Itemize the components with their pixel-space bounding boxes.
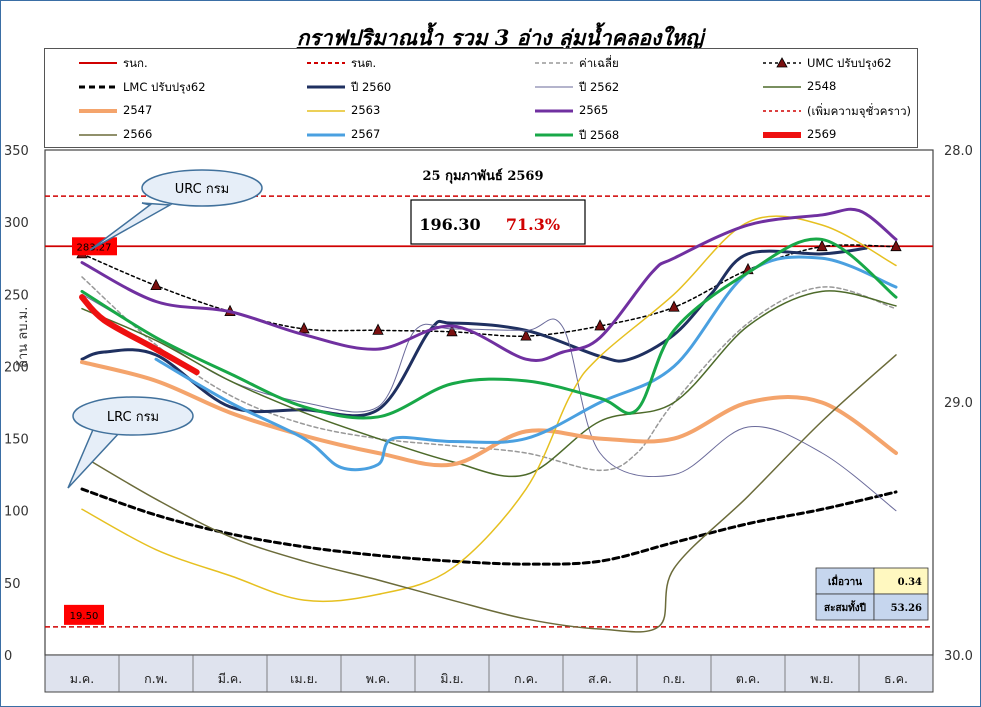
umc-marker — [520, 329, 532, 341]
legend-swatch — [535, 62, 573, 64]
series-line — [81, 276, 897, 472]
legend-swatch — [79, 109, 117, 113]
table-label-cell — [815, 567, 875, 595]
umc-marker — [816, 239, 828, 252]
legend-swatch — [763, 132, 801, 138]
series-line — [80, 207, 898, 362]
legend-swatch — [763, 110, 801, 112]
urc-label: URC กรม — [175, 182, 230, 197]
umc-marker — [668, 300, 680, 312]
series-line — [80, 487, 898, 566]
y2-tick-label: 29.0 — [944, 396, 973, 411]
x-tick-label: ก.ย. — [663, 671, 686, 686]
legend-swatch — [79, 85, 117, 89]
y-tick-label: 50 — [4, 577, 21, 592]
umc-marker — [298, 322, 310, 334]
legend-swatch — [307, 110, 345, 112]
umc-marker — [594, 319, 606, 331]
table-value-cell — [873, 593, 929, 621]
legend-label: ปี 2568 — [579, 128, 620, 142]
y2-tick-label: 30.0 — [944, 649, 973, 664]
series-line — [81, 290, 897, 478]
umc-marker — [372, 323, 384, 335]
lower-rule-badge — [64, 604, 104, 625]
y2-tick-label: 28.0 — [944, 144, 973, 159]
umc-marker — [446, 324, 458, 337]
x-tick-label: ก.ค. — [514, 671, 538, 686]
lrc-label: LRC กรม — [107, 410, 159, 425]
y-tick-label: 200 — [4, 360, 29, 375]
y-tick-label: 350 — [4, 144, 29, 159]
legend-swatch — [307, 62, 345, 64]
y-tick-label: 0 — [4, 649, 12, 664]
legend-label: 2565 — [579, 103, 609, 117]
x-tick-label: ก.พ. — [144, 671, 168, 686]
lower-rule-value: 19.50 — [70, 611, 99, 622]
legend-swatch — [763, 57, 801, 68]
x-tick-label: ส.ค. — [588, 671, 612, 686]
x-tick-label: พ.ย. — [810, 671, 834, 686]
umc-marker — [890, 239, 902, 252]
legend-label: 2548 — [807, 79, 837, 93]
table-label: สะสมทั้งปี — [824, 600, 866, 614]
legend-label: รนก. — [123, 56, 148, 70]
table-label: เมื่อวาน — [828, 574, 862, 588]
legend-label: LMC ปรับปรุง62 — [123, 80, 206, 94]
legend-label: 2566 — [123, 127, 153, 141]
y-tick-label: 250 — [4, 288, 29, 303]
series-line — [79, 294, 200, 376]
legend-swatch — [535, 86, 573, 88]
legend-label: 2563 — [351, 103, 381, 117]
legend-label: 2567 — [351, 127, 381, 141]
x-tick-label: มี.ค. — [218, 671, 243, 686]
legend-swatch — [307, 133, 345, 137]
x-tick-label: ธ.ค. — [884, 671, 908, 686]
table-value: 0.34 — [898, 577, 922, 588]
current-percent: 71.3% — [506, 215, 560, 234]
urc-callout-tail — [89, 202, 173, 251]
current-volume: 196.30 — [419, 215, 480, 234]
series-line — [80, 237, 898, 420]
umc-marker — [150, 278, 162, 291]
series-line — [81, 354, 897, 633]
x-tick-label: มิ.ย. — [440, 671, 464, 686]
legend-swatch — [307, 85, 345, 89]
legend-marker — [776, 57, 788, 68]
y-axis-label: ล้าน ลบ.ม. — [16, 307, 31, 368]
legend-label: ปี 2560 — [351, 80, 392, 94]
legend-swatch — [535, 109, 573, 113]
legend-label: (เพิ่มความจุชั่วคราว) — [807, 104, 912, 118]
x-tick-label: ม.ค. — [70, 671, 95, 686]
y-tick-label: 300 — [4, 216, 29, 231]
x-tick-label: เม.ย. — [290, 671, 318, 686]
x-tick-label: ต.ค. — [736, 671, 760, 686]
legend-label: UMC ปรับปรุง62 — [807, 56, 892, 70]
legend-label: 2569 — [807, 127, 837, 141]
legend: รนก. รนต. ค่าเฉลี่ย UMC ปรับปรุง62 LMC ปรับป… — [44, 48, 918, 148]
urc-callout — [141, 169, 263, 207]
y-tick-label: 100 — [4, 505, 29, 520]
legend-swatch — [763, 86, 801, 88]
date-label: 25 กุมภาพันธ์ 2569 — [422, 168, 543, 184]
legend-swatch — [535, 133, 573, 137]
lrc-callout — [72, 396, 194, 436]
legend-swatch — [79, 134, 117, 136]
legend-label: 2547 — [123, 103, 153, 117]
legend-swatch — [79, 62, 117, 64]
current-value-box — [410, 199, 586, 245]
chart-title: กราฟปริมาณน้ำ รวม 3 อ่าง ลุ่มน้ำคลองใหญ่ — [296, 25, 704, 50]
legend-label: ปี 2562 — [579, 80, 620, 94]
series-line — [81, 215, 897, 603]
y-tick-label: 150 — [4, 433, 29, 448]
legend-label: ค่าเฉลี่ย — [579, 56, 619, 70]
table-value: 53.26 — [891, 603, 922, 614]
x-tick-label: พ.ค. — [366, 671, 391, 686]
legend-label: รนต. — [351, 56, 377, 70]
